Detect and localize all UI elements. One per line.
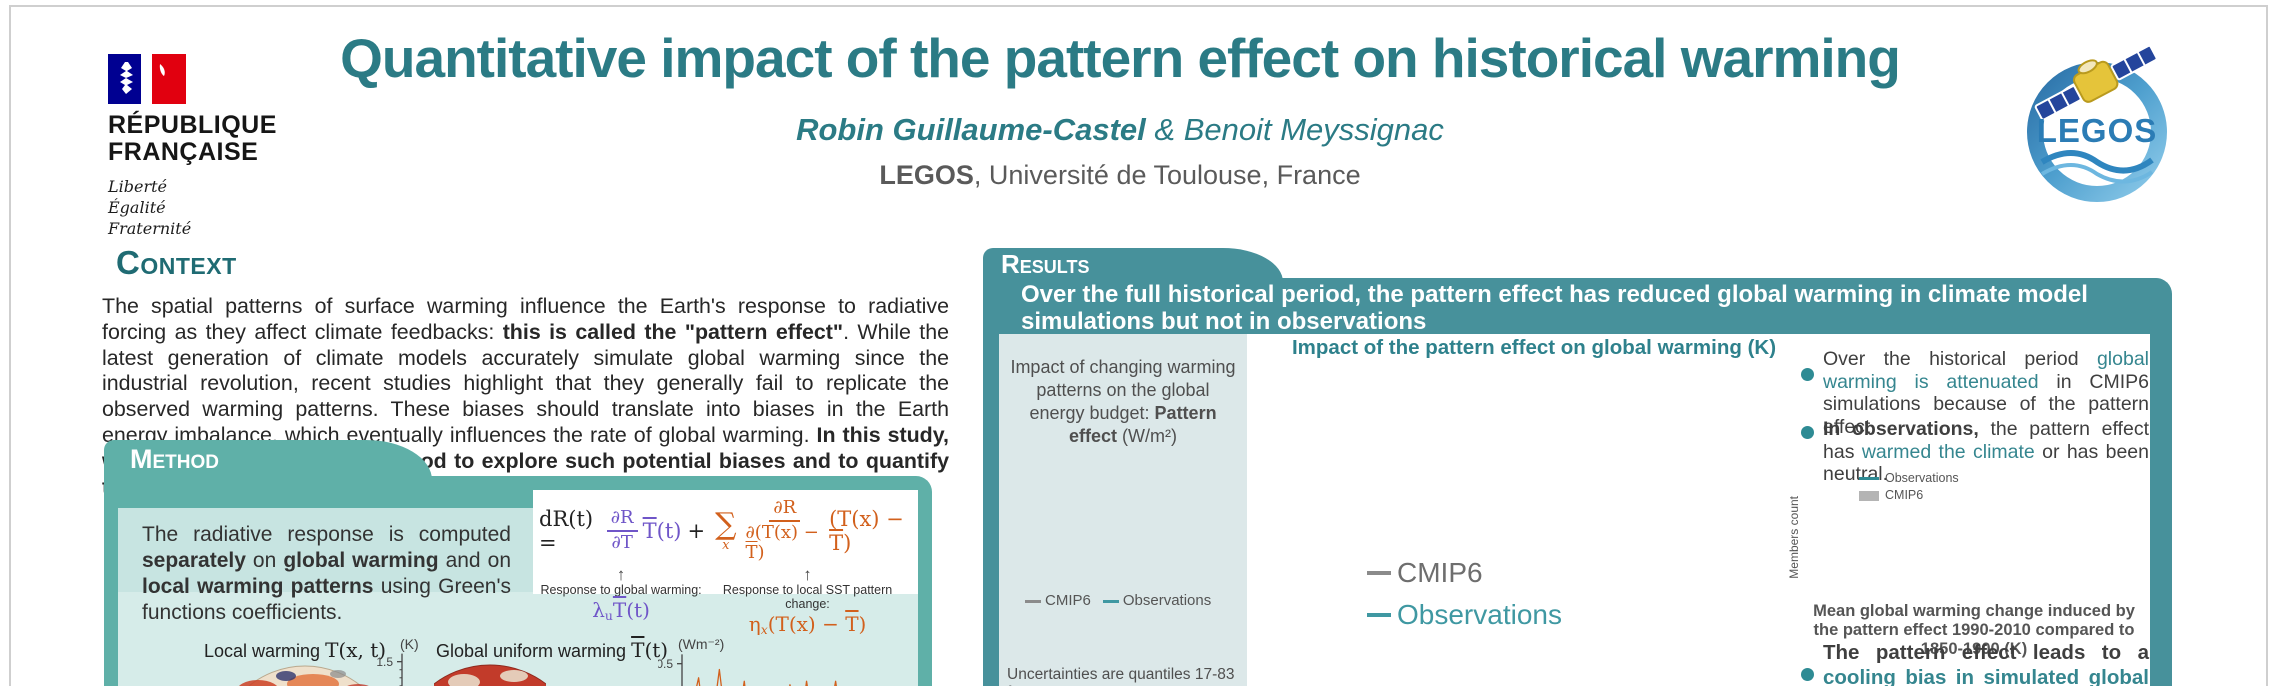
fig-label-global-warming: Global uniform warming T(t): [436, 638, 668, 662]
legend-item-observations: Observations: [1102, 592, 1211, 609]
pattern-effect-legend: CMIP6 Observations: [1025, 592, 1211, 609]
results-content: Impact of changing warming patterns on t…: [983, 334, 2172, 686]
fig-k-unit: (K): [400, 636, 419, 652]
anno-local-sst: ↑ Response to local SST pattern change: …: [703, 566, 912, 637]
results-heading: Results: [1001, 249, 1090, 279]
svg-text:1.5: 1.5: [376, 655, 393, 669]
results-banner: Over the full historical period, the pat…: [983, 278, 2172, 335]
cmip6-line-swatch-icon: [1367, 571, 1391, 575]
context-heading: Context: [116, 244, 237, 281]
legend-item-cmip6: CMIP6: [1859, 487, 1959, 504]
results-subtitle: Over the full historical period, the pat…: [1021, 281, 2088, 335]
uncertainty-note: Uncertainties are quantiles 17-83 for: [1007, 666, 1235, 686]
main-chart-legend: CMIP6 Observations: [1367, 552, 1562, 636]
bullet-attenuated: Over the historical period global warmin…: [1801, 348, 2149, 438]
results-tab-curve: [1223, 248, 1283, 282]
pattern-effect-panel: Impact of changing warming patterns on t…: [999, 334, 1247, 686]
uniform-warming-globe-icon: [434, 664, 546, 686]
bullet-dot-icon: [1801, 426, 1814, 439]
global-warming-axis-chart: 1.51.0: [376, 653, 403, 686]
hist-caption: Mean global warming change induced by th…: [1813, 602, 2135, 658]
page-border-left: [9, 5, 11, 686]
equation-annotations: ↑ Response to global warming: λuT(t) ↑ R…: [539, 566, 912, 637]
gov-logo-line2: FRANÇAISE: [108, 138, 259, 166]
fig-local-math: T(x, t): [325, 638, 387, 662]
cmip6-line-swatch-icon: [1025, 599, 1041, 603]
method-tab: Method: [104, 440, 432, 480]
legos-logo: LEGOS: [2027, 44, 2167, 202]
eq-frac2: ∂R ∂(T(x) − T): [745, 497, 819, 564]
hist-y-axis-label: Members count: [1787, 496, 1801, 579]
legend-item-observations: Observations: [1859, 470, 1959, 487]
gov-logo-line1: RÉPUBLIQUE: [108, 111, 277, 139]
method-description: The radiative response is computed separ…: [118, 508, 533, 624]
motto-fraternite: Fraternité: [108, 219, 192, 238]
eq-term2: (T(x) − T): [829, 507, 904, 556]
eq-lhs: dR(t) =: [539, 507, 594, 556]
fig-local-label-text: Local warming: [204, 641, 321, 661]
bullet-dot-icon: [1801, 368, 1814, 381]
legos-logo-text: LEGOS: [2037, 112, 2158, 149]
bullet-cooling-bias: The pattern effect leads to a cooling bi…: [1801, 640, 2149, 686]
up-arrow-icon: ↑: [616, 565, 626, 585]
french-flag-icon: [108, 54, 186, 104]
global-warming-chart: [1262, 356, 1802, 686]
observations-line-swatch-icon: [1859, 477, 1879, 480]
cmip6-patch-swatch-icon: [1859, 490, 1879, 501]
observations-line-swatch-icon: [1367, 613, 1391, 617]
section-method: Method The radiative response is compute…: [104, 440, 932, 686]
bullet-observations: In observations, the pattern effect has …: [1801, 418, 2149, 486]
page-border-right: [2266, 5, 2268, 686]
eq-term1: T(t): [642, 519, 682, 544]
main-chart-title: Impact of the pattern effect on global w…: [1291, 336, 1777, 359]
eq-sum: ∑ x: [715, 507, 737, 554]
eq-plus: +: [687, 519, 706, 544]
eq-frac1: ∂R ∂T: [606, 508, 638, 553]
motto-liberte: Liberté: [108, 177, 167, 196]
local-warming-globe-icon: [238, 665, 369, 686]
poster-title: Quantitative impact of the pattern effec…: [340, 27, 1901, 89]
hist-legend: Observations CMIP6: [1859, 470, 1959, 504]
legend-item-cmip6: CMIP6: [1367, 552, 1562, 594]
gov-logo-motto: Liberté Égalité Fraternité: [108, 176, 328, 239]
poster-authors: Robin Guillaume-Castel & Benoit Meyssign…: [796, 112, 1444, 147]
legend-item-cmip6: CMIP6: [1025, 592, 1091, 609]
radiative-response-mini-chart: 0.5: [658, 654, 837, 686]
bullet-dot-icon: [1801, 668, 1814, 681]
fig-global-math: T(t): [631, 638, 669, 662]
satellite-icon: [2034, 44, 2158, 121]
anno-global-warming: ↑ Response to global warming: λuT(t): [540, 565, 702, 624]
method-tab-curve: [366, 440, 432, 480]
observations-line-swatch-icon: [1102, 599, 1119, 603]
method-equation: dR(t) = ∂R ∂T T(t) + ∑ x ∂R ∂(T(x) − T) …: [533, 490, 918, 637]
poster-affiliation: LEGOS, Université de Toulouse, France: [879, 160, 1361, 190]
svg-text:0.5: 0.5: [658, 657, 673, 671]
motto-egalite: Égalité: [108, 198, 166, 217]
method-content: The radiative response is computed separ…: [104, 508, 932, 686]
fig-w-unit: (Wm⁻²): [678, 636, 725, 652]
context-body: The spatial patterns of surface warming …: [102, 294, 949, 499]
page-border-top: [9, 5, 2268, 7]
up-arrow-icon: ↑: [803, 565, 812, 585]
results-tab: Results: [983, 248, 1283, 282]
fig-global-label-text: Global uniform warming: [436, 641, 627, 661]
legend-item-observations: Observations: [1367, 594, 1562, 636]
section-results: Results Over the full historical period,…: [983, 248, 2172, 686]
republique-francaise-logo: RÉPUBLIQUE FRANÇAISE Liberté Égalité Fra…: [108, 54, 328, 239]
pattern-effect-caption: Impact of changing warming patterns on t…: [1010, 357, 1236, 446]
fig-label-local-warming: Local warming T(x, t): [204, 638, 386, 662]
method-heading: Method: [130, 444, 219, 474]
equation-line: dR(t) = ∂R ∂T T(t) + ∑ x ∂R ∂(T(x) − T) …: [539, 497, 912, 564]
